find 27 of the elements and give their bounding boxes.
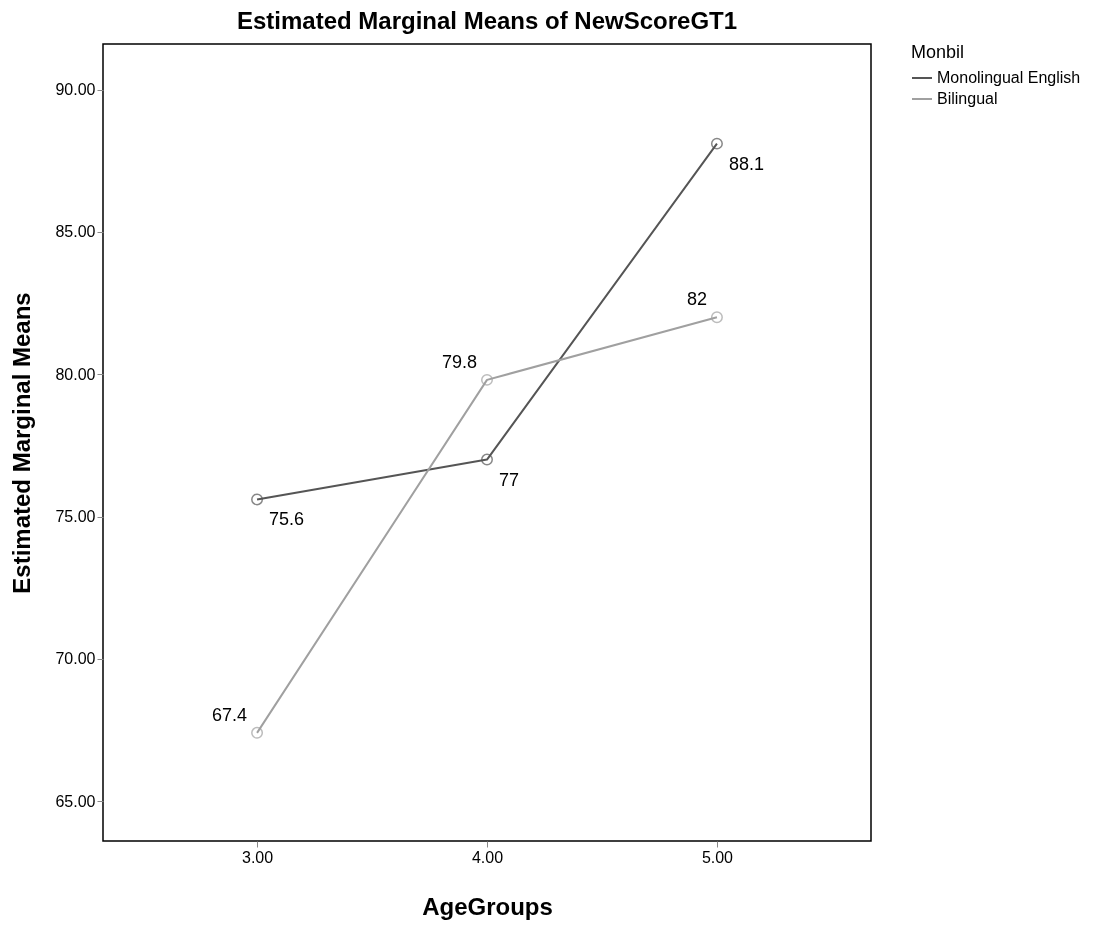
y-tick-label: 85.00 (55, 223, 96, 241)
legend-label: Bilingual (937, 90, 998, 107)
y-axis-title: Estimated Marginal Means (8, 292, 36, 594)
data-label: 88.1 (728, 153, 764, 174)
x-tick-label: 4.00 (471, 848, 504, 866)
data-label: 75.6 (269, 509, 305, 530)
x-tick-label: 5.00 (701, 848, 734, 866)
y-tick-label: 80.00 (55, 365, 96, 383)
point (251, 493, 264, 506)
point (710, 137, 723, 150)
data-label: 67.4 (212, 704, 248, 725)
point (481, 453, 493, 466)
point (481, 373, 493, 386)
y-tick-label: 70.00 (55, 650, 96, 668)
data-label: 79.8 (441, 351, 477, 372)
legend-label: Monolingual English (937, 69, 1081, 86)
data-label: 77 (499, 469, 520, 490)
y-tick-label: 65.00 (55, 792, 96, 810)
point (710, 311, 723, 324)
point (251, 726, 264, 739)
data-label: 82 (686, 289, 707, 310)
y-tick-label: 75.00 (55, 508, 96, 526)
y-tick-label: 90.00 (55, 81, 96, 99)
x-tick-label: 3.00 (241, 848, 274, 866)
legend-title: Monbil (911, 42, 965, 62)
chart-title: Estimated Marginal Means of NewScoreGT1 (236, 7, 738, 34)
x-axis-title: AgeGroups (422, 892, 553, 920)
